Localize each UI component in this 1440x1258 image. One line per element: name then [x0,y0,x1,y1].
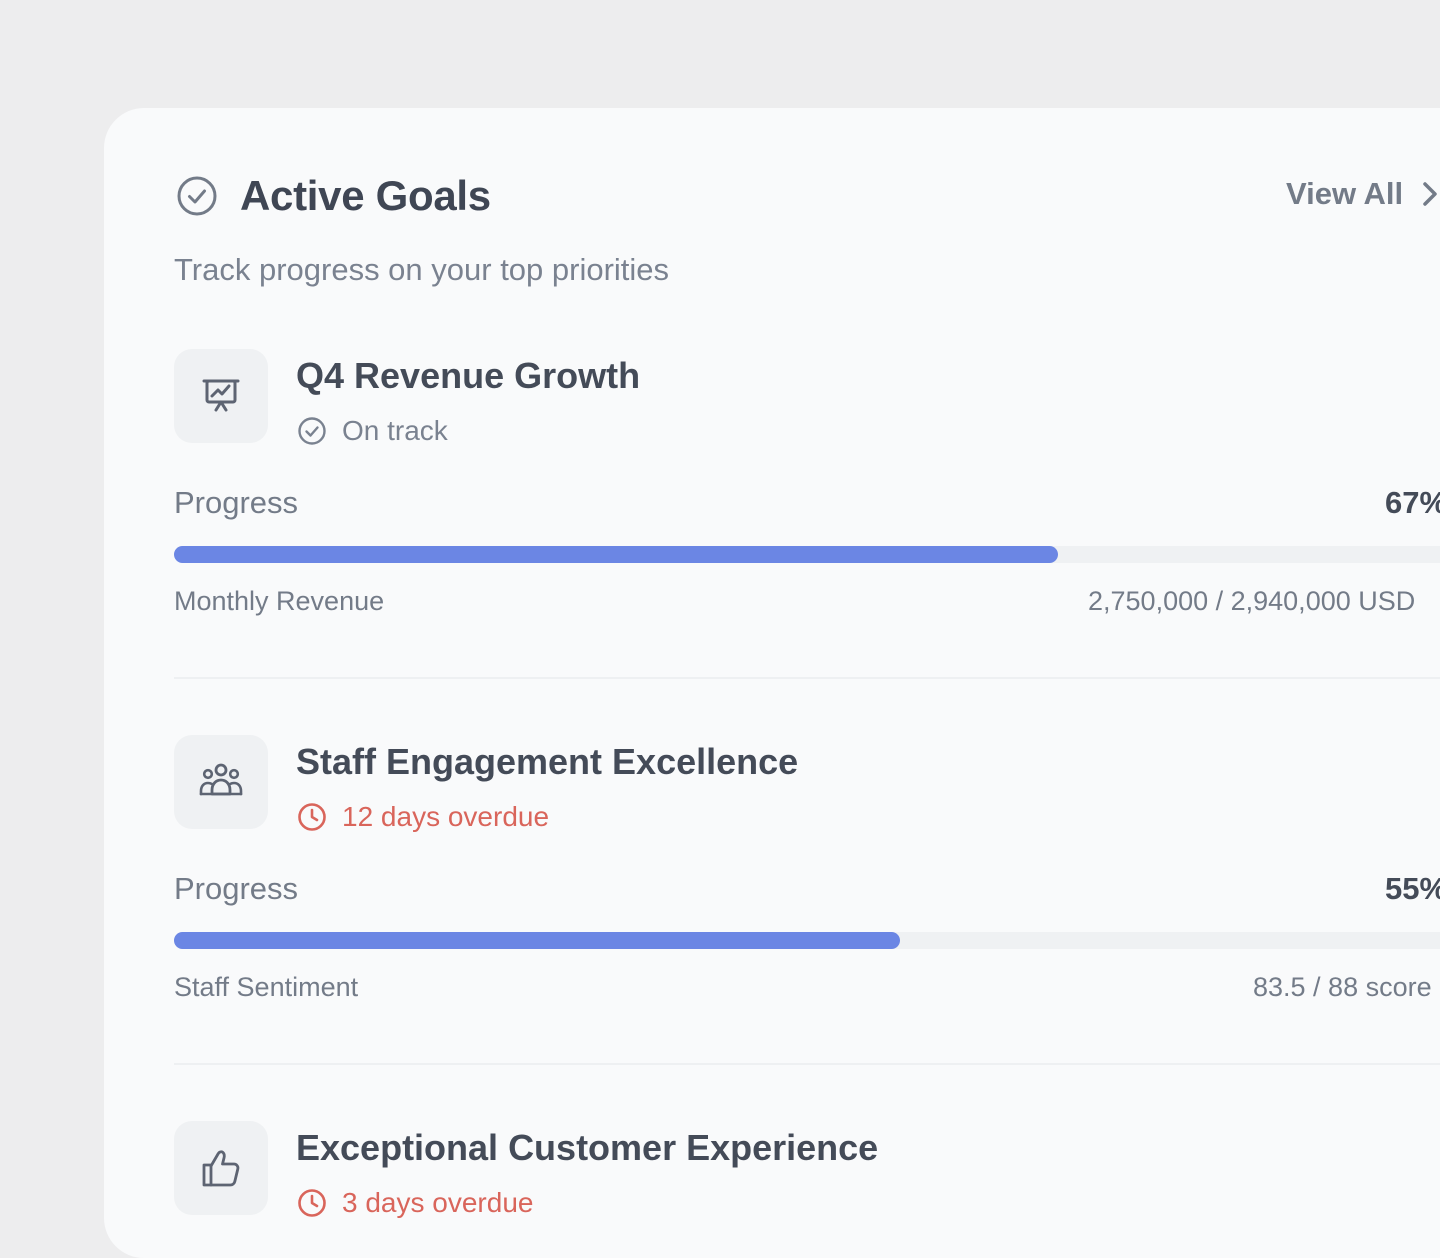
progress-label: Progress [174,871,298,907]
goal-title: Exceptional Customer Experience [296,1127,878,1169]
progress-percent: 55% [1385,871,1440,907]
metric-name: Staff Sentiment [174,972,358,1003]
active-goals-card: Active Goals View All Track progress on … [104,108,1440,1258]
progress-bar [174,932,1440,949]
goal-title: Q4 Revenue Growth [296,355,640,397]
status-badge: On track [296,415,448,447]
page-title: Active Goals [240,172,491,220]
thumbs-up-icon [174,1121,268,1215]
clock-icon [296,1187,328,1219]
progress-bar-fill [174,546,1058,563]
status-text: On track [342,415,448,447]
progress-label: Progress [174,485,298,521]
status-text: 3 days overdue [342,1187,533,1219]
clock-icon [296,801,328,833]
check-circle-icon [176,175,218,217]
metric-value: 2,750,000 / 2,940,000 USD [1088,586,1415,617]
divider [174,1063,1440,1065]
user-group-icon [174,735,268,829]
check-circle-icon [296,415,328,447]
presentation-chart-icon [174,349,268,443]
status-badge: 3 days overdue [296,1187,533,1219]
divider [174,677,1440,679]
card-header: Active Goals [176,172,491,220]
progress-bar [174,546,1440,563]
view-all-link[interactable]: View All [1286,176,1440,212]
chevron-right-icon [1419,176,1440,212]
status-badge: 12 days overdue [296,801,549,833]
progress-bar-fill [174,932,900,949]
metric-name: Monthly Revenue [174,586,384,617]
goal-title: Staff Engagement Excellence [296,741,798,783]
status-text: 12 days overdue [342,801,549,833]
card-subtitle: Track progress on your top priorities [174,252,669,288]
metric-value: 83.5 / 88 score [1253,972,1432,1003]
view-all-label: View All [1286,176,1403,212]
progress-percent: 67% [1385,485,1440,521]
